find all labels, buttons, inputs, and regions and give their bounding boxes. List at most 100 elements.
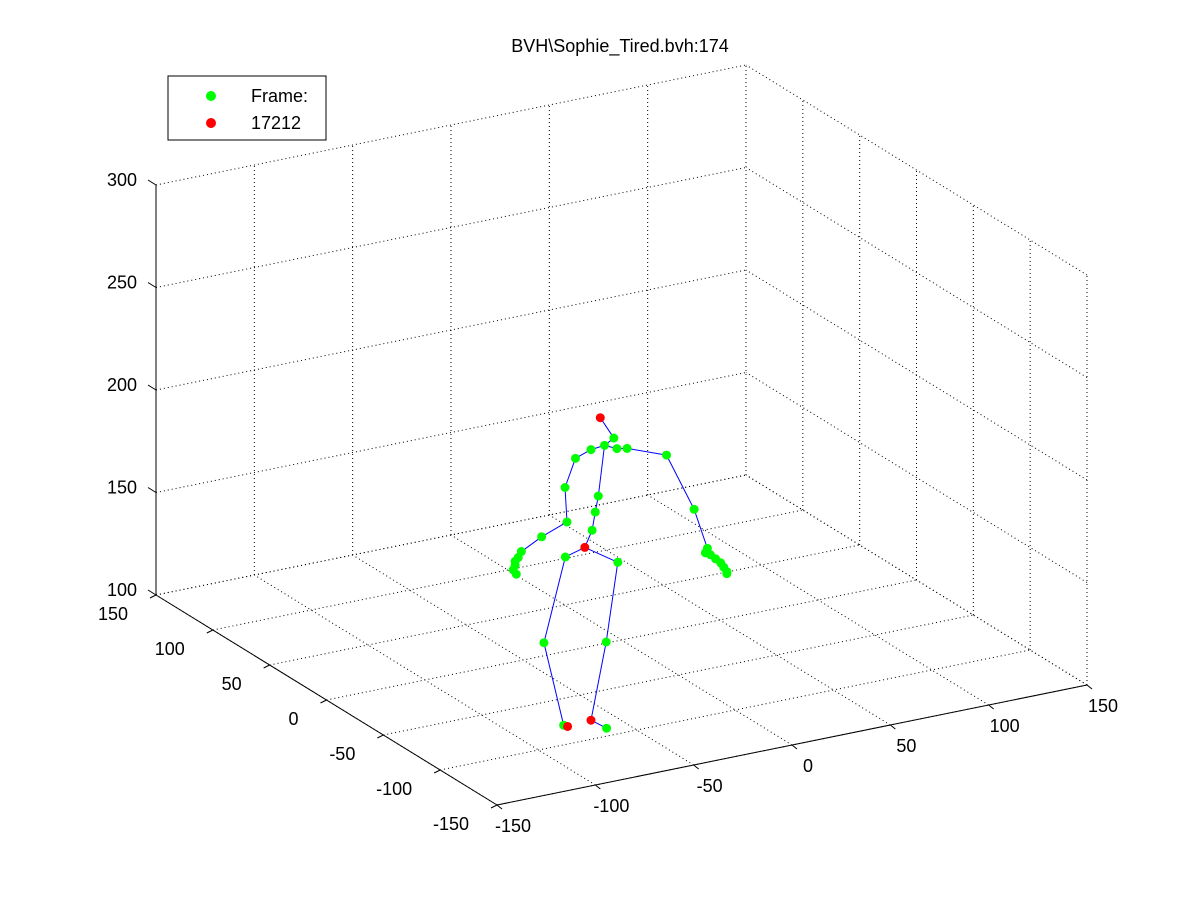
y-axis-tick: [263, 664, 270, 669]
joint-r_collar: [612, 444, 622, 454]
x-axis-tick: [988, 704, 994, 710]
z-axis-tick: [147, 282, 157, 288]
legend-label-number: 17212: [251, 113, 301, 133]
joint-r_toe: [602, 723, 612, 733]
joint-r_knee: [601, 637, 611, 647]
floor-grid-line-y: [383, 614, 974, 736]
bone-hips-r_hip: [584, 546, 618, 563]
floor-grid-line-x: [450, 534, 793, 746]
y-tick-label: -150: [433, 814, 469, 834]
z-tick-label: 200: [107, 375, 137, 395]
joint-hips: [580, 542, 590, 552]
skeleton-joints: [508, 413, 732, 733]
joint-r_upper_arm: [662, 450, 672, 460]
y-axis-tick: [490, 804, 498, 809]
floor-grid-line-y: [326, 579, 917, 701]
joint-r_elbow: [689, 504, 699, 514]
z-tick-label: 300: [107, 170, 137, 190]
side-wall-grid-line-z: [745, 64, 1088, 276]
bone-r_shoulder-r_upper_arm: [627, 447, 667, 456]
y-tick-label: 0: [288, 709, 298, 729]
y-axis-tick: [433, 769, 441, 774]
joint-neck: [600, 440, 610, 450]
legend-marker-number: [206, 118, 216, 128]
floor-grid-line-y: [269, 544, 860, 666]
floor-grid-line-y: [212, 509, 803, 631]
y-tick-label: 150: [98, 604, 128, 624]
x-tick-label: 150: [1088, 696, 1118, 716]
axes: [147, 179, 1093, 810]
joint-r_finger6: [722, 569, 732, 579]
x-tick-label: -100: [593, 796, 629, 816]
y-tick-label: 50: [222, 674, 242, 694]
bone-l_upper_arm-l_elbow: [564, 487, 568, 522]
bone-r_elbow-r_wrist: [693, 509, 708, 549]
bone-l_shoulder-l_upper_arm: [564, 458, 576, 488]
y-tick-label: 100: [155, 639, 185, 659]
joint-l_knee: [539, 638, 549, 648]
tick-labels: -150 -100 -50 0 50 100 150 -150 -100 -50 0 50 100 150…: [98, 170, 1118, 836]
x-axis-tick: [496, 804, 503, 810]
side-wall-grid-line-z: [745, 269, 1088, 481]
joint-l_elbow: [562, 517, 572, 527]
joint-l_heel: [563, 721, 573, 731]
x-tick-label: 100: [990, 716, 1020, 736]
z-tick-label: 250: [107, 273, 137, 293]
joint-spine2: [593, 491, 603, 501]
bone-l_elbow-l_forearm: [541, 521, 568, 538]
x-tick-label: 50: [896, 736, 916, 756]
joint-l_forearm: [537, 532, 547, 542]
legend-box: [167, 75, 327, 141]
joint-r_ankle: [586, 715, 596, 725]
z-axis-tick: [147, 589, 157, 596]
bone-spine2-neck: [597, 445, 606, 497]
bone-l_hip-l_knee: [543, 556, 566, 643]
legend: Frame: 17212: [167, 75, 327, 141]
side-wall-grid-line-z: [745, 474, 1088, 686]
x-axis-tick: [890, 724, 896, 730]
joint-l_upper_arm: [560, 483, 570, 492]
x-axis-tick: [791, 744, 798, 750]
x-axis-tick: [595, 784, 601, 790]
y-tick-label: -100: [376, 779, 412, 799]
joint-spine1: [590, 507, 600, 517]
side-wall-grid-line-z: [745, 372, 1088, 583]
chart-title: BVH\Sophie_Tired.bvh:174: [511, 36, 728, 57]
back-wall-grid-line-z: [155, 64, 747, 186]
z-axis-tick: [147, 179, 157, 186]
z-axis-tick: [147, 487, 157, 493]
back-wall-grid-line-z: [155, 167, 747, 288]
x-tick-label: -150: [495, 816, 531, 836]
joint-l_finger4: [511, 569, 521, 579]
x-axis-tick: [1086, 684, 1093, 690]
bone-r_knee-r_ankle: [590, 641, 607, 721]
z-tick-label: 150: [107, 478, 137, 498]
z-tick-label: 100: [107, 580, 137, 600]
floor-grid-line-y: [440, 649, 1031, 771]
legend-label-frame: Frame:: [251, 86, 308, 106]
y-axis-tick: [377, 734, 384, 739]
joint-l_collar: [586, 445, 596, 455]
joint-l_hip: [560, 552, 570, 562]
y-axis-tick: [149, 594, 157, 599]
joint-r_hip: [613, 557, 623, 567]
side-wall-grid-line-z: [745, 167, 1088, 378]
back-wall-grid-line-z: [155, 474, 747, 596]
x-axis-tick: [693, 764, 699, 770]
joint-r_shoulder: [622, 443, 632, 453]
joint-head: [609, 433, 619, 443]
x-tick-label: -50: [697, 776, 723, 796]
joint-spine: [587, 525, 597, 535]
back-wall-grid-line-z: [155, 372, 747, 493]
joint-l_shoulder: [570, 453, 580, 463]
y-tick-label: -50: [329, 744, 355, 764]
z-axis-tick: [147, 384, 157, 391]
bone-l_knee-l_ankle: [543, 642, 565, 726]
floor-grid-line-x: [647, 494, 989, 706]
floor-grid-line-x: [549, 514, 891, 726]
y-axis-tick: [206, 629, 214, 634]
bone-r_hip-r_knee: [605, 562, 619, 643]
bone-r_upper_arm-r_elbow: [666, 454, 695, 510]
